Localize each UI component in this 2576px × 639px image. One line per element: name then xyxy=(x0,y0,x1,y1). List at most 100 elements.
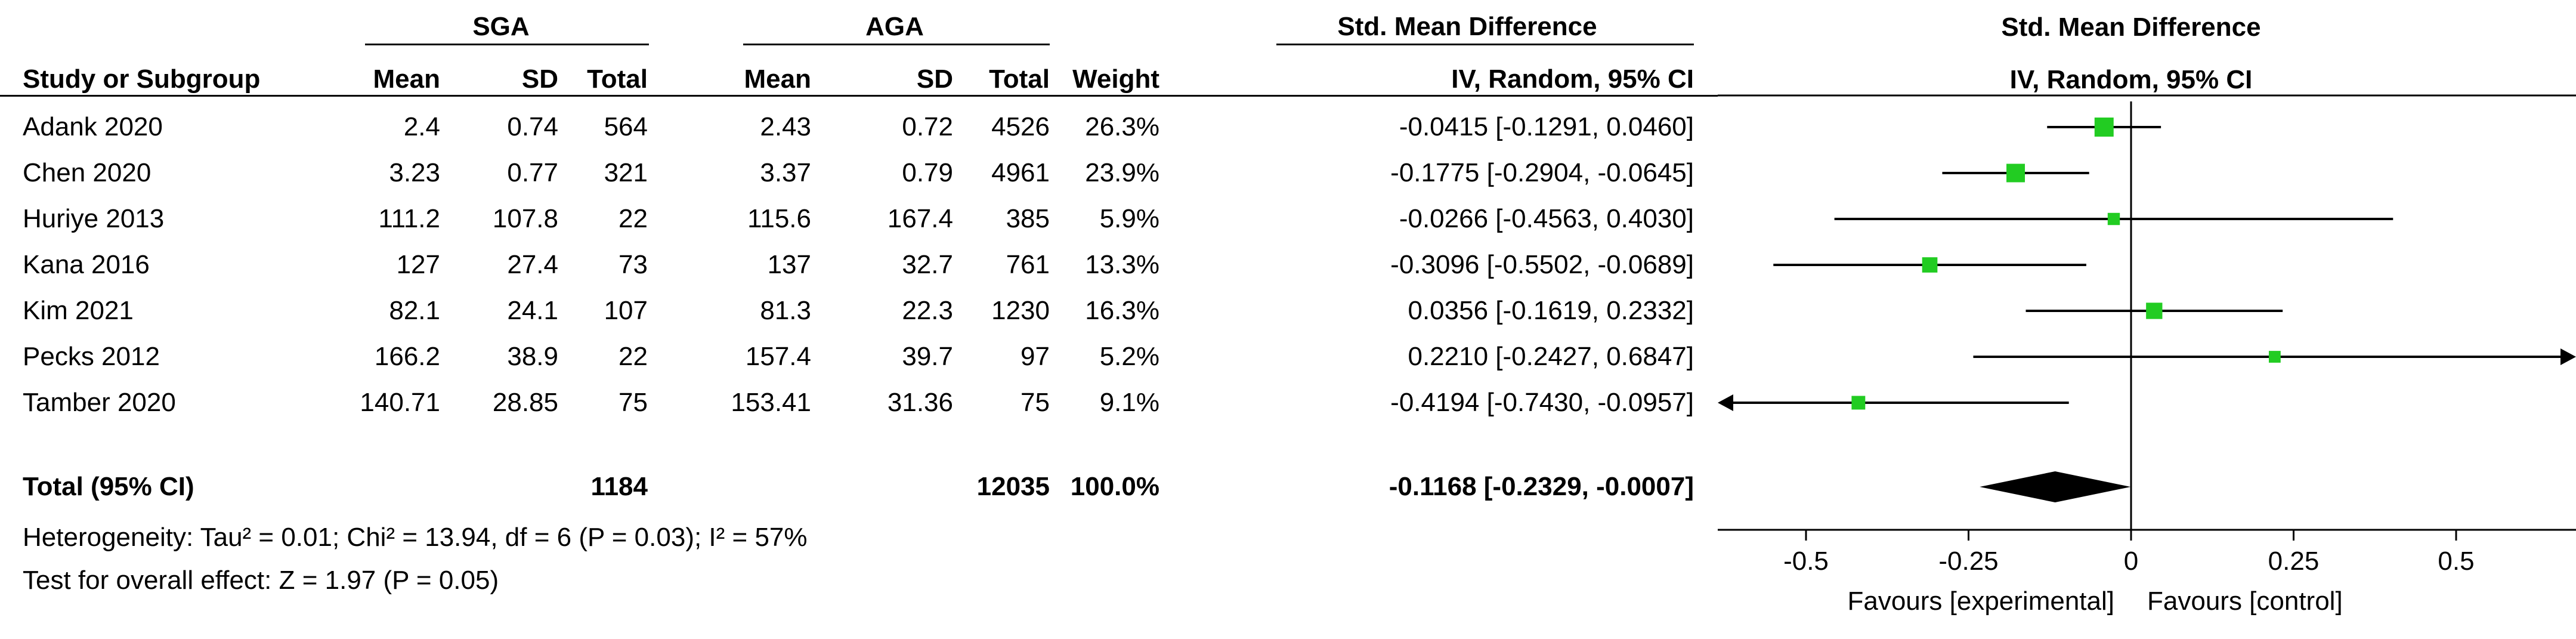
group1-header: SGA xyxy=(472,12,530,41)
study-name: Kana 2016 xyxy=(23,250,150,279)
overall-effect-text: Test for overall effect: Z = 1.97 (P = 0… xyxy=(23,566,499,595)
cell-total2: 4526 xyxy=(991,112,1050,141)
x-tick-label: 0 xyxy=(2124,547,2138,576)
study-name: Pecks 2012 xyxy=(23,342,160,371)
cell-ci: 0.2210 [-0.2427, 0.6847] xyxy=(1408,342,1694,371)
cell-weight: 9.1% xyxy=(1099,388,1159,417)
cell-sd2: 0.79 xyxy=(902,158,953,187)
col-sd1: SD xyxy=(521,64,558,94)
cell-sd1: 38.9 xyxy=(507,342,558,371)
cell-total2: 75 xyxy=(1020,388,1050,417)
cell-sd2: 167.4 xyxy=(887,204,953,233)
cell-total1: 75 xyxy=(619,388,648,417)
cell-total1: 22 xyxy=(619,204,648,233)
total-group1: 1184 xyxy=(590,472,648,501)
group2-header-rule xyxy=(743,44,1050,45)
cell-mean1: 111.2 xyxy=(378,204,440,233)
cell-total1: 564 xyxy=(604,112,648,141)
cell-sd1: 24.1 xyxy=(507,296,558,325)
study-marker xyxy=(2094,118,2114,137)
study-name: Adank 2020 xyxy=(23,112,163,141)
cell-weight: 23.9% xyxy=(1085,158,1159,187)
forest-table: SGA AGA Std. Mean Difference Study or Su… xyxy=(0,12,1718,595)
total-label: Total (95% CI) xyxy=(23,472,194,501)
col-mean2: Mean xyxy=(744,64,811,94)
group2-header: AGA xyxy=(865,12,924,41)
col-mean1: Mean xyxy=(373,64,440,94)
study-marker xyxy=(2146,302,2163,319)
x-tick-label: 0.5 xyxy=(2438,547,2474,576)
cell-mean2: 157.4 xyxy=(745,342,811,371)
cell-ci: -0.1775 [-0.2904, -0.0645] xyxy=(1390,158,1694,187)
header-bottom-rule xyxy=(0,95,1718,97)
cell-total2: 761 xyxy=(1006,250,1050,279)
heterogeneity-text: Heterogeneity: Tau² = 0.01; Chi² = 13.94… xyxy=(23,523,808,552)
effect-header-table: Std. Mean Difference xyxy=(1337,12,1597,41)
method-header-plot: IV, Random, 95% CI xyxy=(2010,65,2253,94)
cell-mean1: 2.4 xyxy=(403,112,440,141)
cell-sd1: 0.77 xyxy=(507,158,558,187)
col-total1: Total xyxy=(587,64,648,94)
cell-ci: -0.3096 [-0.5502, -0.0689] xyxy=(1390,250,1694,279)
cell-sd2: 32.7 xyxy=(902,250,953,279)
study-name: Tamber 2020 xyxy=(23,388,176,417)
col-total2: Total xyxy=(989,64,1050,94)
group1-header-rule xyxy=(365,44,649,45)
cell-sd1: 107.8 xyxy=(492,204,558,233)
cell-sd2: 39.7 xyxy=(902,342,953,371)
cell-weight: 5.2% xyxy=(1099,342,1159,371)
cell-total2: 385 xyxy=(1006,204,1050,233)
x-tick-label: -0.25 xyxy=(1938,547,1998,576)
cell-total2: 4961 xyxy=(991,158,1050,187)
effect-header-rule xyxy=(1276,44,1694,45)
study-marker xyxy=(1922,257,1938,273)
cell-weight: 5.9% xyxy=(1099,204,1159,233)
study-marker xyxy=(2006,163,2025,183)
ci-arrow-left xyxy=(1718,394,1733,411)
cell-sd2: 0.72 xyxy=(902,112,953,141)
favours-left-label: Favours [experimental] xyxy=(1847,586,2114,616)
x-tick-label: -0.5 xyxy=(1783,547,1829,576)
total-ci: -0.1168 [-0.2329, -0.0007] xyxy=(1388,472,1694,501)
cell-sd1: 28.85 xyxy=(492,388,558,417)
study-name: Kim 2021 xyxy=(23,296,134,325)
ci-arrow-right xyxy=(2560,348,2576,365)
cell-ci: 0.0356 [-0.1619, 0.2332] xyxy=(1408,296,1694,325)
cell-total1: 107 xyxy=(604,296,648,325)
col-sd2: SD xyxy=(916,64,953,94)
cell-mean1: 140.71 xyxy=(360,388,440,417)
favours-right-label: Favours [control] xyxy=(2147,586,2343,616)
total-weight: 100.0% xyxy=(1070,472,1159,501)
cell-mean1: 166.2 xyxy=(374,342,440,371)
cell-mean2: 2.43 xyxy=(760,112,811,141)
cell-mean1: 3.23 xyxy=(389,158,440,187)
col-study: Study or Subgroup xyxy=(23,64,261,94)
col-method-table: IV, Random, 95% CI xyxy=(1451,64,1694,94)
cell-sd1: 0.74 xyxy=(507,112,558,141)
cell-weight: 26.3% xyxy=(1085,112,1159,141)
study-name: Chen 2020 xyxy=(23,158,151,187)
total-group2: 12035 xyxy=(976,472,1050,501)
cell-total1: 321 xyxy=(604,158,648,187)
study-marker xyxy=(2268,351,2281,363)
cell-total2: 1230 xyxy=(991,296,1050,325)
cell-mean2: 153.41 xyxy=(731,388,811,417)
cell-total1: 22 xyxy=(619,342,648,371)
cell-weight: 13.3% xyxy=(1085,250,1159,279)
cell-ci: -0.0415 [-0.1291, 0.0460] xyxy=(1399,112,1694,141)
cell-sd2: 22.3 xyxy=(902,296,953,325)
cell-sd1: 27.4 xyxy=(507,250,558,279)
cell-mean1: 127 xyxy=(396,250,440,279)
cell-ci: -0.0266 [-0.4563, 0.4030] xyxy=(1399,204,1694,233)
study-marker xyxy=(1851,396,1866,410)
x-tick-label: 0.25 xyxy=(2268,547,2320,576)
effect-header-plot: Std. Mean Difference xyxy=(2001,13,2260,42)
study-marker xyxy=(2107,212,2120,226)
pooled-diamond xyxy=(1980,471,2131,502)
cell-sd2: 31.36 xyxy=(887,388,953,417)
cell-mean2: 81.3 xyxy=(760,296,811,325)
cell-mean2: 3.37 xyxy=(760,158,811,187)
cell-weight: 16.3% xyxy=(1085,296,1159,325)
cell-total1: 73 xyxy=(619,250,648,279)
